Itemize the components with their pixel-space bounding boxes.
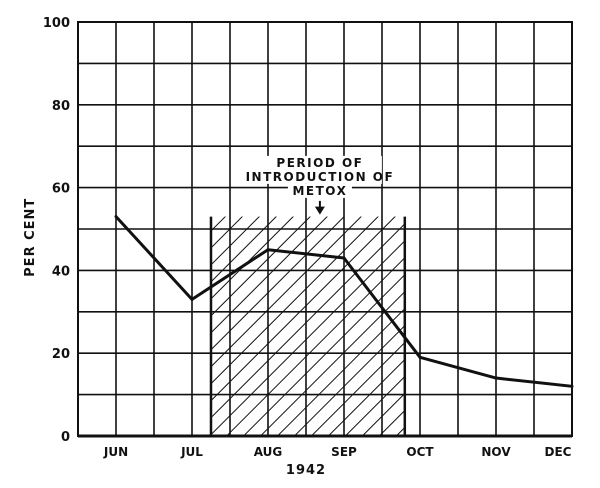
annotation-arrow-head — [314, 206, 325, 215]
x-tick-label: DEC — [545, 445, 572, 459]
x-tick-label: JUN — [103, 445, 128, 459]
hatched-area — [211, 216, 405, 436]
y-tick-label: 0 — [61, 430, 70, 445]
x-tick-labels: JUN JUL AUG SEP OCT NOV DEC — [103, 445, 572, 459]
annotation-bg — [257, 169, 382, 184]
annotation-bg — [257, 155, 382, 170]
x-tick-label: AUG — [254, 445, 283, 459]
annotation-line: PERIOD OF — [276, 156, 363, 170]
y-tick-labels: 0 20 40 60 80 100 — [43, 16, 70, 445]
series-line — [114, 215, 574, 388]
annotation-bg — [287, 183, 352, 198]
x-tick-label: OCT — [406, 445, 434, 459]
y-tick-label: 40 — [52, 264, 70, 279]
data-point — [342, 256, 346, 260]
x-axis-label: 1942 — [286, 463, 326, 478]
y-tick-label: 20 — [52, 347, 70, 362]
data-point — [570, 384, 574, 388]
x-tick-label: JUL — [180, 445, 203, 459]
data-point — [418, 355, 422, 359]
data-point — [114, 215, 118, 219]
data-point — [266, 248, 270, 252]
y-axis-label: PER CENT — [23, 198, 38, 277]
y-tick-label: 80 — [52, 99, 70, 114]
x-tick-label: SEP — [331, 445, 357, 459]
data-point — [190, 297, 194, 301]
annotation-line: INTRODUCTION OF — [246, 170, 395, 184]
data-point — [494, 376, 498, 380]
annotation-line: METOX — [292, 184, 347, 198]
shaded-period — [209, 216, 407, 436]
y-tick-label: 60 — [52, 182, 70, 197]
y-tick-label: 100 — [43, 16, 70, 31]
x-tick-label: NOV — [481, 445, 511, 459]
